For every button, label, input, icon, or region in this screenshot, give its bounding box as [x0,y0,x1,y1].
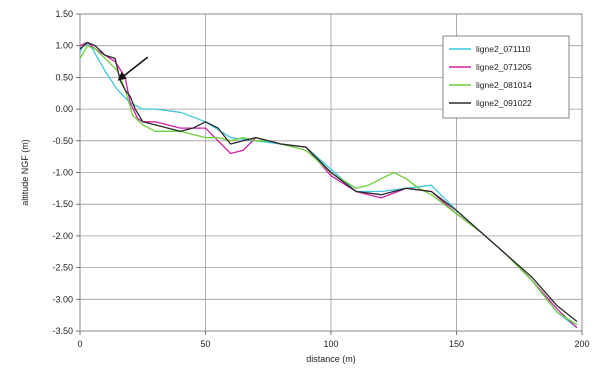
y-tick-label: -3.50 [52,326,73,336]
legend-label: ligne2_071205 [476,62,532,72]
x-tick-label: 100 [323,339,338,349]
legend-label: ligne2_071110 [476,44,531,54]
series-line-ligne2_081014 [79,45,578,326]
y-axis-ticks: 1.50 1.00 0.50 0.00 -0.50 -1.00 -1.50 -2.00 -2.5… [52,9,80,336]
y-tick-label: 0.00 [55,104,73,114]
arrow-annotation [117,56,149,81]
y-tick-label: -0.50 [52,136,73,146]
y-tick-label: 1.50 [55,9,73,19]
y-axis-label: altitude NGF (m) [20,139,30,206]
y-tick-label: -1.50 [52,199,73,209]
y-tick-label: -2.00 [52,231,73,241]
x-tick-label: 0 [77,339,82,349]
x-axis-ticks: 0 50 100 150 200 [77,331,590,349]
y-tick-label: 1.00 [55,41,73,51]
x-axis-label: distance (m) [306,354,356,364]
series-line-ligne2_091022 [79,41,578,323]
legend: ligne2_071110 ligne2_071205 ligne2_081014l… [442,35,570,119]
y-tick-label: -3.00 [52,294,73,304]
arrow-shaft [121,56,149,79]
x-tick-label: 150 [449,339,464,349]
series-lines [79,41,578,329]
y-tick-label: -2.50 [52,263,73,273]
legend-label: ligne2_091022 [476,98,532,108]
y-tick-label: 0.50 [55,72,73,82]
legend-label: ligne2_081014 [476,80,532,90]
y-tick-label: -1.00 [52,168,73,178]
x-tick-label: 200 [574,339,589,349]
x-tick-label: 50 [200,339,210,349]
arrow-head [117,71,127,81]
